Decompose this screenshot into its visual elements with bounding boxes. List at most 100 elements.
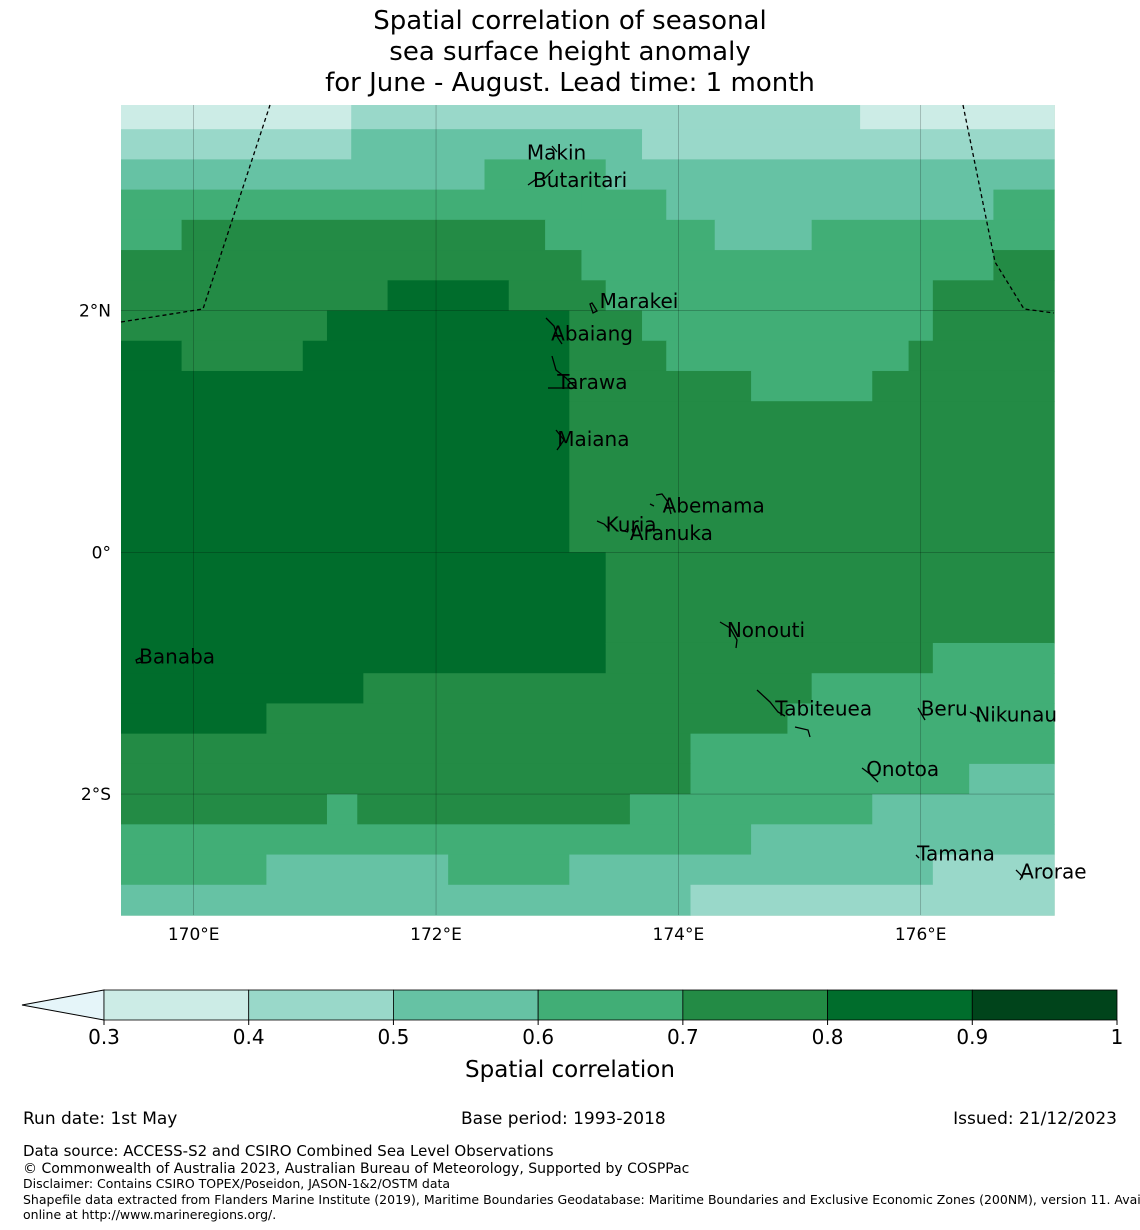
coast-butaritari xyxy=(527,169,554,186)
correlation-cell xyxy=(932,854,1055,886)
correlation-cell xyxy=(811,673,1055,705)
colorbar-tick-label: 0.7 xyxy=(667,1025,699,1049)
correlation-cell xyxy=(932,642,1055,674)
island-label: Marakei xyxy=(600,289,679,313)
correlation-cell xyxy=(932,310,1055,342)
island-label: Arorae xyxy=(1020,860,1086,884)
correlation-cell xyxy=(569,310,643,342)
correlation-cell xyxy=(569,401,1055,553)
shapefile-credit-line-1: Shapefile data extracted from Flanders M… xyxy=(23,1192,1140,1207)
issued-date: Issued: 21/12/2023 xyxy=(953,1109,1117,1129)
colorbar-label: Spatial correlation xyxy=(465,1057,675,1083)
correlation-cell xyxy=(569,370,752,402)
correlation-cell xyxy=(121,105,352,130)
correlation-cell xyxy=(121,401,570,553)
correlation-cell xyxy=(508,280,607,312)
correlation-cell xyxy=(605,159,1055,191)
correlation-cell xyxy=(569,854,934,886)
correlation-cell xyxy=(357,794,631,825)
title-line-3: for June - August. Lead time: 1 month xyxy=(325,68,815,98)
longitude-tick-label: 176°E xyxy=(895,925,947,945)
correlation-cell xyxy=(581,250,995,281)
colorbar-tick-label: 0.3 xyxy=(88,1025,120,1049)
coast-onotoa xyxy=(861,767,879,783)
correlation-cell xyxy=(121,250,583,281)
disclaimer: Disclaimer: Contains CSIRO TOPEX/Poseido… xyxy=(23,1176,451,1191)
latitude-tick-label: 2°N xyxy=(79,302,111,322)
eez-boundary-east xyxy=(962,104,1055,314)
correlation-cell xyxy=(121,340,183,372)
colorbar-swatch xyxy=(682,989,828,1021)
correlation-cell xyxy=(690,884,1055,916)
correlation-cell xyxy=(605,642,934,674)
coast-tamana xyxy=(915,854,920,859)
coast-aranuka xyxy=(619,528,635,537)
correlation-cell xyxy=(448,854,570,886)
coast-nonouti xyxy=(719,621,738,649)
correlation-cell xyxy=(545,219,716,251)
correlation-cell xyxy=(121,552,607,674)
correlation-cell xyxy=(908,340,1055,372)
correlation-cell xyxy=(993,250,1055,281)
correlation-cell xyxy=(121,219,183,251)
correlation-cell xyxy=(121,703,268,735)
island-label: Beru xyxy=(921,696,968,720)
correlation-cell xyxy=(569,340,667,372)
correlation-cell xyxy=(326,794,358,825)
longitude-tick-label: 172°E xyxy=(410,925,462,945)
correlation-cell xyxy=(860,105,1055,130)
correlation-cell xyxy=(351,129,643,161)
eez-boundary xyxy=(120,104,1055,323)
correlation-cell xyxy=(266,703,789,735)
correlation-cell xyxy=(605,552,1055,644)
correlation-cell xyxy=(326,310,570,342)
colorbar-tick-label: 0.4 xyxy=(233,1025,265,1049)
correlation-cell xyxy=(181,340,304,372)
coast-nikunau xyxy=(969,711,981,723)
correlation-cell xyxy=(787,703,1055,735)
correlation-cell xyxy=(872,370,1055,402)
colorbar-swatch xyxy=(971,989,1118,1021)
colorbar-swatch xyxy=(393,989,539,1021)
correlation-cell xyxy=(121,763,692,795)
island-label: Aranuka xyxy=(630,521,713,545)
shapefile-credit-line-2: online at http://www.marineregions.org/. xyxy=(23,1207,277,1222)
colorbar-swatch xyxy=(537,989,684,1021)
correlation-cell xyxy=(642,310,934,342)
island-labels: Makin Butaritari Marakei Abaiang Tarawa Maian… xyxy=(139,140,1086,883)
correlation-cell xyxy=(121,884,692,916)
correlation-cell xyxy=(121,854,268,886)
correlation-cell xyxy=(121,733,692,765)
correlation-cell xyxy=(121,129,352,161)
colorbar-swatches xyxy=(103,989,1118,1021)
correlation-cell xyxy=(266,854,449,886)
correlation-cell xyxy=(751,824,1055,856)
colorbar-tick-label: 0.5 xyxy=(378,1025,410,1049)
colorbar-swatch xyxy=(103,989,250,1021)
map-title: Spatial correlation of seasonal sea surf… xyxy=(0,6,1140,99)
island-label: Maiana xyxy=(557,427,629,451)
coast-banaba xyxy=(135,657,143,664)
island-label: Nonouti xyxy=(727,618,805,642)
correlation-cell xyxy=(666,340,910,372)
correlation-cell xyxy=(121,280,389,312)
correlation-cell xyxy=(714,219,813,251)
correlation-cell xyxy=(121,673,364,705)
longitude-tick-label: 170°E xyxy=(168,925,220,945)
coast-beru xyxy=(917,707,926,721)
coast-maiana xyxy=(555,429,565,451)
base-period: Base period: 1993-2018 xyxy=(461,1109,666,1129)
colorbar: 0.3 0.4 0.5 0.6 0.7 0.8 0.9 1 Spatial correlati… xyxy=(21,989,1123,1083)
correlation-cell xyxy=(666,189,995,221)
correlation-cell xyxy=(121,310,328,342)
correlation-cell xyxy=(181,219,546,251)
correlation-cell xyxy=(811,219,1055,251)
correlation-cell xyxy=(121,189,583,221)
island-label: Banaba xyxy=(139,644,215,668)
correlation-cell xyxy=(121,794,328,825)
coast-marakei xyxy=(589,302,598,314)
island-label: Abemama xyxy=(663,493,765,517)
graticule xyxy=(121,105,1054,915)
colorbar-ticks: 0.3 0.4 0.5 0.6 0.7 0.8 0.9 1 xyxy=(88,1020,1123,1049)
